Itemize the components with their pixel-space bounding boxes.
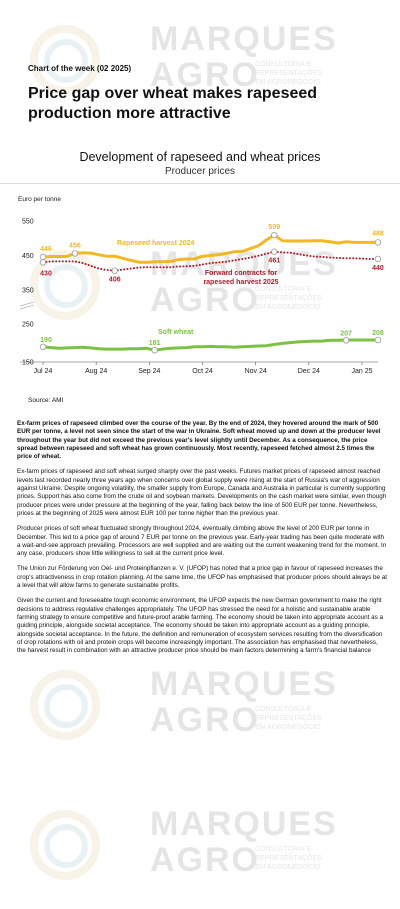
y-axis-label: Euro per tonne <box>18 196 61 203</box>
data-point-marker <box>374 255 382 263</box>
data-label: 456 <box>69 242 81 249</box>
logo-ring-icon <box>30 810 100 880</box>
data-point-marker <box>39 253 47 261</box>
data-point-marker <box>151 347 158 354</box>
series-line <box>41 233 380 264</box>
x-tick-label: Jan 25 <box>351 368 372 375</box>
article-lead: Ex-farm prices of rapeseed climbed over … <box>17 420 381 461</box>
y-tick-label: 150 <box>22 360 34 367</box>
watermark-tagline: CONSULTORIA E REPRESENTAÇÕES EM AGRONEGÓCI… <box>255 61 322 86</box>
data-label: 446 <box>40 246 52 253</box>
series-annotation: Forward contracts for rapeseed harvest 20… <box>203 270 278 286</box>
chart-title: Development of rapeseed and wheat prices <box>79 150 321 164</box>
data-label: 509 <box>268 224 280 231</box>
series-annotation: Soft wheat <box>158 329 194 336</box>
article-paragraph: The Union zur Förderung von Oel- und Pro… <box>17 565 387 590</box>
x-tick-label: Dec 24 <box>298 368 320 375</box>
data-label: 461 <box>268 258 280 265</box>
chart-source: Source: AMI <box>28 397 64 404</box>
x-tick-label: Aug 24 <box>85 368 107 375</box>
price-chart: Euro per tonne 150 250 350 450 550 Jul 24 Aug 2… <box>18 196 384 375</box>
watermark-text: AGRO <box>150 701 260 739</box>
data-point-marker <box>39 343 47 350</box>
data-label: 406 <box>109 277 121 284</box>
watermark-tagline: CONSULTORIA E REPRESENTAÇÕES EM AGRONEGÓCI… <box>255 706 322 731</box>
y-tick-label: 450 <box>22 253 34 260</box>
data-point-marker <box>374 336 382 344</box>
watermark-logo: MARQUES AGRO CONSULTORIA E REPRESENTAÇÕES… <box>30 665 380 745</box>
watermark-text: MARQUES <box>150 20 338 58</box>
data-label: 208 <box>372 330 384 337</box>
x-tick-label: Sep 24 <box>138 368 160 375</box>
watermark-text: MARQUES <box>150 665 338 703</box>
watermark-text: AGRO <box>150 841 260 879</box>
x-tick-label: Jul 24 <box>34 368 53 375</box>
watermark-text: MARQUES <box>150 805 338 843</box>
logo-ring-icon <box>30 670 100 740</box>
watermark-tagline: CONSULTORIA E REPRESENTAÇÕES EM AGRONEGÓCI… <box>255 846 322 871</box>
x-tick-label: Nov 24 <box>245 368 267 375</box>
data-label: 181 <box>149 340 161 347</box>
y-tick-label: 250 <box>22 322 34 329</box>
y-tick-label: 550 <box>22 219 34 226</box>
article-paragraph: Producer prices of soft wheat fluctuated… <box>17 525 387 558</box>
data-point-marker <box>342 337 350 344</box>
data-point-marker <box>39 259 47 266</box>
logo-inner-ring-icon <box>44 824 88 868</box>
kicker: Chart of the week (02 2025) <box>28 64 132 73</box>
data-point-marker <box>271 248 278 255</box>
data-label: 207 <box>340 330 352 337</box>
article-body: Ex-farm prices of rapeseed climbed over … <box>17 420 387 662</box>
divider <box>0 183 400 184</box>
logo-inner-ring-icon <box>44 39 88 83</box>
data-point-marker <box>271 231 278 239</box>
data-label: 430 <box>40 270 52 277</box>
axis-break-mark <box>19 301 35 307</box>
chart-subtitle: Producer prices <box>164 166 236 177</box>
x-tick-label: Oct 24 <box>192 368 213 375</box>
data-point-marker <box>374 239 382 246</box>
data-label: 488 <box>372 230 384 237</box>
data-point-marker <box>111 267 118 274</box>
data-label: 440 <box>372 265 384 272</box>
series-line <box>41 338 380 352</box>
data-label: 190 <box>40 337 52 344</box>
watermark-logo: MARQUES AGRO CONSULTORIA E REPRESENTAÇÕES… <box>30 805 380 885</box>
article-paragraph: Ex-farm prices of rapeseed and soft whea… <box>17 468 387 517</box>
data-point-marker <box>71 250 79 257</box>
logo-inner-ring-icon <box>44 684 88 728</box>
series-line <box>42 250 379 272</box>
axis-break-mark <box>19 304 35 310</box>
article-paragraph: Given the current and foreseeable tough … <box>17 597 384 655</box>
page-title: Price gap over wheat makes rapeseed prod… <box>28 85 318 122</box>
series-annotation: Rapeseed harvest 2024 <box>117 240 195 247</box>
y-tick-label: 350 <box>22 288 34 295</box>
